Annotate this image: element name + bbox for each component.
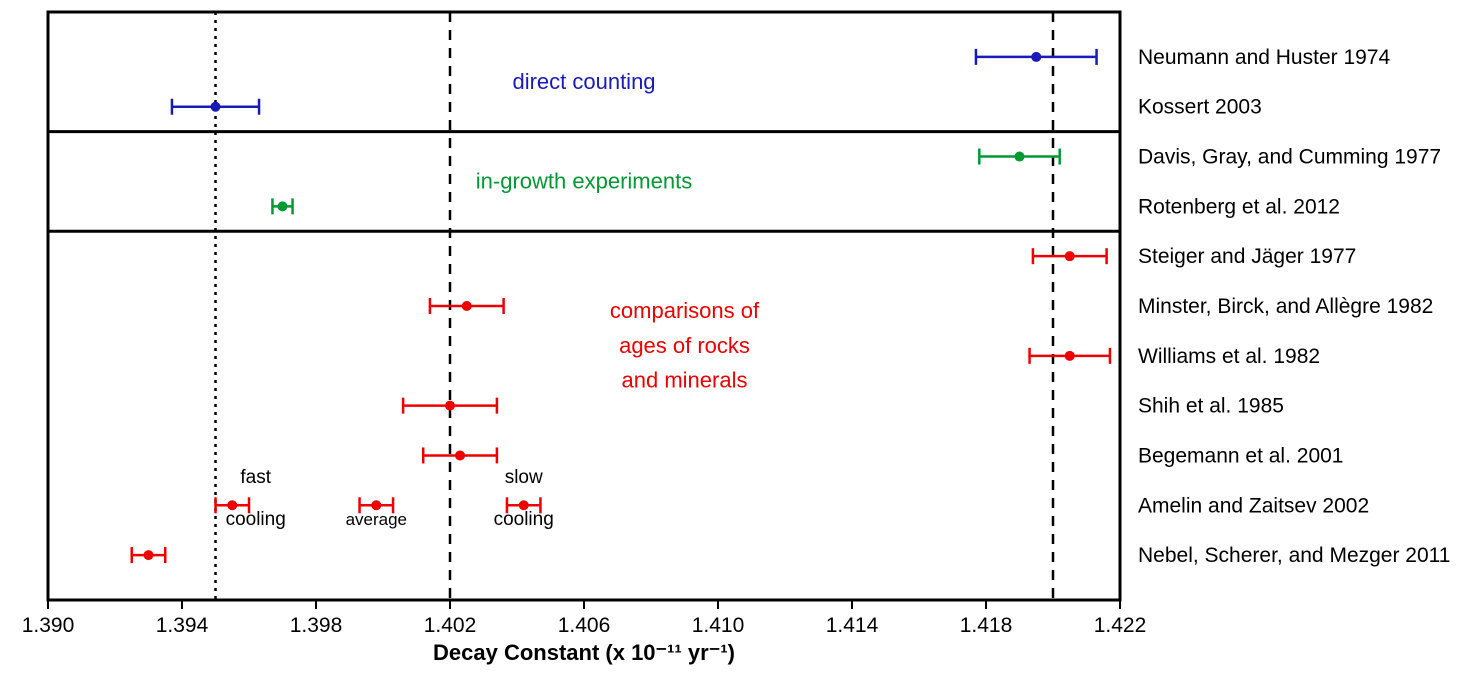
x-tick-label: 1.402 bbox=[424, 614, 477, 637]
data-marker bbox=[1065, 251, 1075, 261]
data-marker bbox=[1015, 152, 1025, 162]
x-tick-label: 1.390 bbox=[22, 614, 75, 637]
data-marker bbox=[455, 450, 465, 460]
series-label: Begemann et al. 2001 bbox=[1138, 444, 1344, 467]
chart-svg: 1.390 1.394 1.398 1.402 1.406 1.410 1.414 1.418… bbox=[0, 0, 1473, 668]
group-label: ages of rocks bbox=[619, 333, 750, 358]
series-label: Steiger and Jäger 1977 bbox=[1138, 245, 1356, 268]
data-marker bbox=[211, 102, 221, 112]
x-tick-label: 1.414 bbox=[826, 614, 879, 637]
data-marker bbox=[462, 301, 472, 311]
data-marker bbox=[1065, 351, 1075, 361]
series-label: Kossert 2003 bbox=[1138, 96, 1262, 119]
x-tick-label: 1.422 bbox=[1094, 614, 1147, 637]
series-label: Amelin and Zaitsev 2002 bbox=[1138, 494, 1369, 517]
data-marker bbox=[371, 500, 381, 510]
x-tick-label: 1.418 bbox=[960, 614, 1013, 637]
series-label: Neumann and Huster 1974 bbox=[1138, 46, 1390, 69]
annotation-label: average bbox=[346, 510, 407, 529]
x-tick-label: 1.410 bbox=[692, 614, 745, 637]
x-tick-label: 1.406 bbox=[558, 614, 611, 637]
group-label: and minerals bbox=[622, 368, 748, 393]
series-label: Minster, Birck, and Allègre 1982 bbox=[1138, 295, 1433, 318]
group-label: comparisons of bbox=[610, 298, 760, 323]
data-marker bbox=[278, 201, 288, 211]
x-tick-label: 1.394 bbox=[156, 614, 209, 637]
annotation-label: cooling bbox=[494, 509, 554, 530]
series-label: Shih et al. 1985 bbox=[1138, 395, 1284, 418]
data-marker bbox=[445, 401, 455, 411]
group-label: direct counting bbox=[512, 69, 655, 94]
annotation-label: cooling bbox=[226, 509, 286, 530]
series-label: Rotenberg et al. 2012 bbox=[1138, 195, 1340, 218]
annotation-label: slow bbox=[505, 467, 543, 488]
series-label: Davis, Gray, and Cumming 1977 bbox=[1138, 146, 1441, 169]
series-label: Williams et al. 1982 bbox=[1138, 345, 1320, 368]
group-label: in-growth experiments bbox=[476, 168, 692, 193]
x-axis-label: Decay Constant (x 10⁻¹¹ yr⁻¹) bbox=[433, 640, 735, 665]
series-label: Nebel, Scherer, and Mezger 2011 bbox=[1138, 544, 1450, 567]
x-tick-label: 1.398 bbox=[290, 614, 343, 637]
decay-constant-chart: 1.390 1.394 1.398 1.402 1.406 1.410 1.414 1.418… bbox=[0, 0, 1473, 673]
annotation-label: fast bbox=[240, 467, 271, 488]
data-marker bbox=[1031, 52, 1041, 62]
data-marker bbox=[144, 550, 154, 560]
